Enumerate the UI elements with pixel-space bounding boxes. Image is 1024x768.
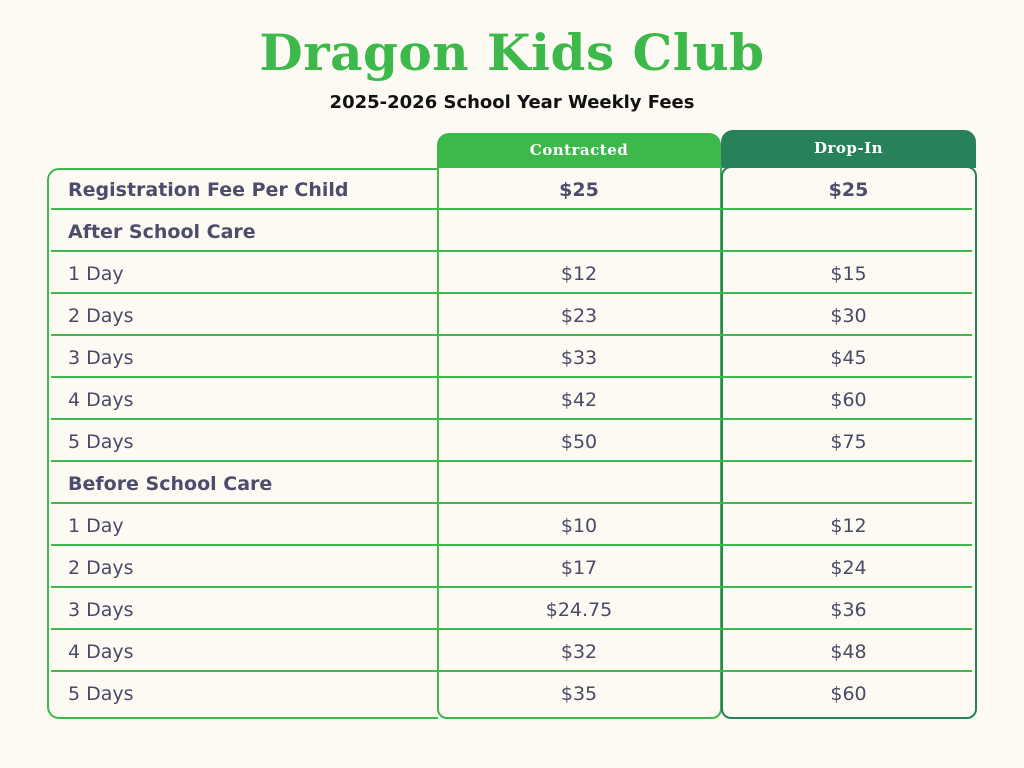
table-row: 2 Days $17 $24 bbox=[47, 546, 976, 588]
dropin-fee: $36 bbox=[830, 599, 867, 621]
row-divider bbox=[51, 292, 972, 294]
section-label: After School Care bbox=[68, 221, 256, 243]
table-row: 3 Days $33 $45 bbox=[47, 336, 976, 378]
contracted-fee: $32 bbox=[560, 641, 598, 663]
row-divider bbox=[51, 502, 972, 504]
dropin-column-frame bbox=[721, 166, 977, 719]
dropin-fee bbox=[721, 462, 976, 502]
contracted-fee: $12 bbox=[560, 263, 598, 285]
row-divider bbox=[51, 544, 972, 546]
row-label: 4 Days bbox=[68, 641, 134, 663]
row-label: 5 Days bbox=[68, 683, 134, 705]
row-divider bbox=[51, 376, 972, 378]
row-divider bbox=[51, 628, 972, 630]
contracted-fee: $23 bbox=[560, 305, 598, 327]
row-divider bbox=[51, 670, 972, 672]
row-label: 2 Days bbox=[68, 557, 134, 579]
contracted-fee bbox=[437, 210, 721, 250]
contracted-fee: $33 bbox=[560, 347, 598, 369]
row-divider bbox=[51, 586, 972, 588]
contracted-fee: $17 bbox=[560, 557, 598, 579]
dropin-fee: $25 bbox=[828, 179, 869, 201]
row-label: 5 Days bbox=[68, 431, 134, 453]
contracted-fee: $35 bbox=[560, 683, 598, 705]
row-divider bbox=[51, 334, 972, 336]
row-divider bbox=[51, 250, 972, 252]
section-label: Before School Care bbox=[68, 473, 273, 495]
table-row: 5 Days $35 $60 bbox=[47, 672, 976, 714]
contracted-column-header: Contracted bbox=[437, 133, 721, 168]
row-label: 3 Days bbox=[68, 347, 134, 369]
dropin-fee: $24 bbox=[830, 557, 867, 579]
table-row: 4 Days $42 $60 bbox=[47, 378, 976, 420]
page-title: Dragon Kids Club bbox=[259, 23, 765, 82]
dropin-fee: $75 bbox=[830, 431, 867, 453]
contracted-fee: $50 bbox=[560, 431, 598, 453]
table-row: Registration Fee Per Child $25 $25 bbox=[47, 168, 976, 210]
table-row: 3 Days $24.75 $36 bbox=[47, 588, 976, 630]
table-row: 1 Day $12 $15 bbox=[47, 252, 976, 294]
row-divider bbox=[51, 460, 972, 462]
table-row: 2 Days $23 $30 bbox=[47, 294, 976, 336]
dropin-fee: $30 bbox=[830, 305, 867, 327]
contracted-fee: $24.75 bbox=[545, 599, 613, 621]
dropin-fee: $12 bbox=[830, 515, 867, 537]
row-label: 4 Days bbox=[68, 389, 134, 411]
dropin-fee: $60 bbox=[830, 389, 867, 411]
row-divider bbox=[51, 418, 972, 420]
section-header-row: After School Care bbox=[47, 210, 976, 252]
contracted-fee bbox=[437, 462, 721, 502]
row-label: 1 Day bbox=[68, 263, 124, 285]
fee-table: Registration Fee Per Child $25 $25 After S… bbox=[47, 168, 976, 714]
row-label: 1 Day bbox=[68, 515, 124, 537]
contracted-fee: $25 bbox=[559, 179, 599, 201]
row-label: 2 Days bbox=[68, 305, 134, 327]
dropin-column-header: Drop-In bbox=[721, 130, 976, 168]
contracted-fee: $42 bbox=[560, 389, 598, 411]
page-subtitle: 2025-2026 School Year Weekly Fees bbox=[329, 92, 695, 113]
table-row: 1 Day $10 $12 bbox=[47, 504, 976, 546]
row-label: Registration Fee Per Child bbox=[68, 179, 349, 201]
section-header-row: Before School Care bbox=[47, 462, 976, 504]
row-divider bbox=[51, 208, 972, 210]
dropin-fee: $45 bbox=[830, 347, 867, 369]
table-row: 5 Days $50 $75 bbox=[47, 420, 976, 462]
dropin-fee: $15 bbox=[830, 263, 867, 285]
dropin-fee bbox=[721, 210, 976, 250]
row-label: 3 Days bbox=[68, 599, 134, 621]
label-column-frame bbox=[47, 168, 438, 719]
dropin-fee: $60 bbox=[830, 683, 867, 705]
contracted-fee: $10 bbox=[560, 515, 598, 537]
dropin-fee: $48 bbox=[830, 641, 867, 663]
table-row: 4 Days $32 $48 bbox=[47, 630, 976, 672]
